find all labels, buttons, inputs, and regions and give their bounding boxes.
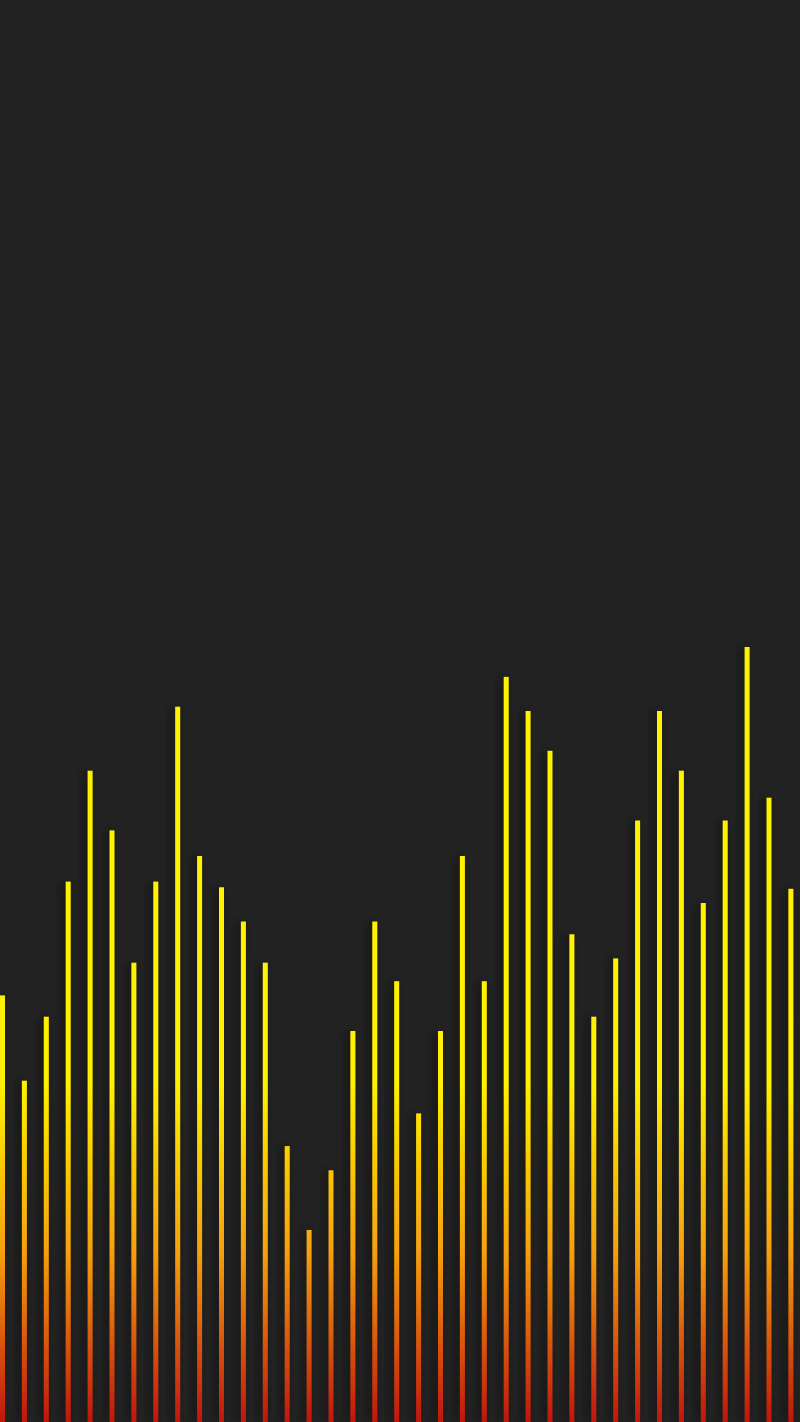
equalizer-bar — [635, 820, 641, 1422]
equalizer-bar — [87, 770, 93, 1422]
equalizer-bar — [678, 770, 684, 1422]
equalizer-bar — [350, 1031, 356, 1422]
equalizer-bar — [657, 711, 662, 1422]
equalizer-bar — [569, 934, 575, 1422]
equalizer-bar — [766, 797, 772, 1422]
equalizer-bar — [197, 856, 203, 1422]
equalizer-bar — [131, 962, 137, 1422]
equalizer-bar — [481, 981, 487, 1422]
equalizer-bar — [459, 856, 465, 1422]
equalizer-bar — [109, 830, 115, 1422]
equalizer-bar — [372, 921, 378, 1422]
equalizer-bar — [394, 981, 400, 1422]
equalizer-bar — [21, 1080, 27, 1422]
equalizer-bar — [744, 647, 750, 1422]
equalizer-bar — [613, 958, 619, 1422]
bars-group — [0, 647, 794, 1422]
equalizer-bar — [722, 820, 728, 1422]
equalizer-bar — [328, 1170, 334, 1422]
equalizer-bar — [153, 881, 159, 1422]
equalizer-bar — [43, 1016, 49, 1422]
equalizer-bar — [284, 1146, 290, 1422]
equalizer-bar — [503, 676, 509, 1422]
equalizer-bar — [525, 711, 531, 1422]
equalizer-bar — [591, 1016, 597, 1422]
equalizer-bar — [416, 1113, 422, 1422]
equalizer-bar — [219, 887, 224, 1422]
equalizer-bar — [788, 888, 794, 1422]
equalizer-bar — [438, 1031, 443, 1422]
equalizer-bar — [175, 706, 181, 1422]
equalizer-bar — [262, 962, 268, 1422]
equalizer-bar — [547, 750, 553, 1422]
equalizer-bar — [0, 995, 5, 1422]
equalizer-bar — [240, 921, 246, 1422]
equalizer-bar — [700, 903, 706, 1422]
equalizer-bar — [306, 1230, 312, 1422]
equalizer-bar — [65, 881, 71, 1422]
